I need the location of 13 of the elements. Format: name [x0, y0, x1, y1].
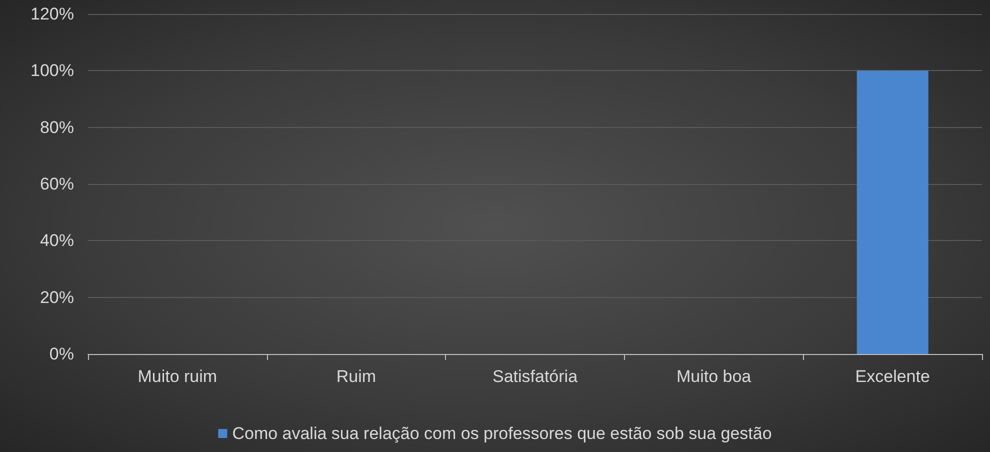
- y-tick-label: 100%: [30, 61, 74, 80]
- y-tick-label: 40%: [40, 231, 74, 250]
- x-tick-label: Satisfatória: [492, 367, 578, 386]
- y-tick-label: 0%: [49, 344, 74, 364]
- x-tick-label: Excelente: [855, 367, 930, 386]
- y-tick-label: 60%: [40, 174, 74, 194]
- y-tick-label: 120%: [30, 4, 74, 24]
- y-tick-label: 80%: [40, 118, 74, 137]
- x-tick-label: Muito boa: [676, 367, 752, 386]
- y-tick-label: 20%: [40, 288, 74, 307]
- x-tick-label: Muito ruim: [138, 367, 218, 386]
- x-tick-label: Ruim: [336, 367, 376, 386]
- legend-label: Como avalia sua relação com os professores que estão sob sua gestão: [232, 424, 772, 443]
